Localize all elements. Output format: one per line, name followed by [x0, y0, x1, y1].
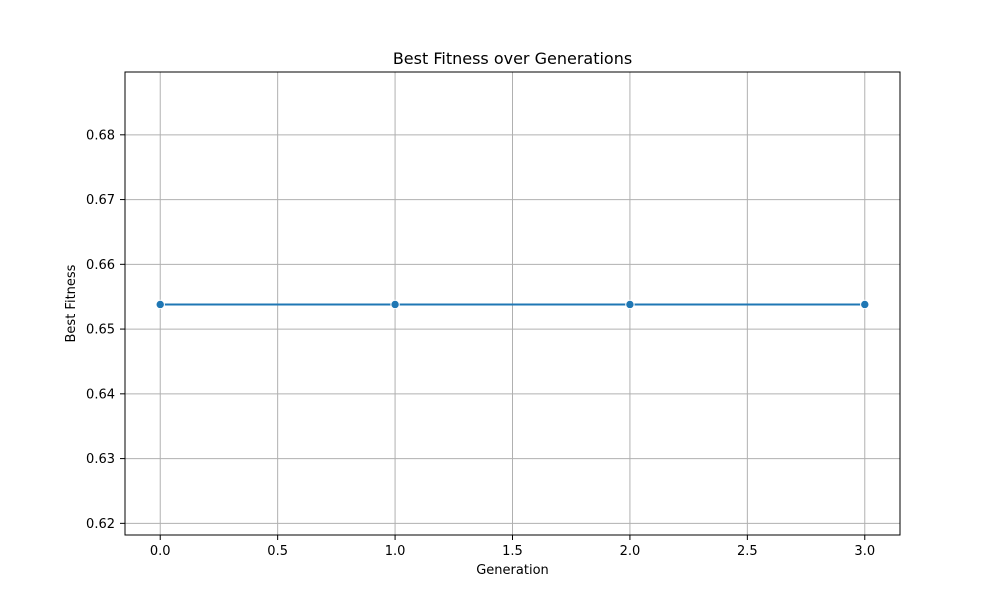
x-tick-label: 2.5: [737, 544, 758, 559]
y-tick-label: 0.66: [86, 258, 115, 273]
series-layer: [155, 299, 870, 310]
x-tick-label: 3.0: [854, 544, 875, 559]
x-axis-label: Generation: [476, 563, 549, 578]
data-point: [390, 299, 400, 310]
y-tick-label: 0.65: [86, 323, 115, 338]
x-tick-label: 0.5: [267, 544, 288, 559]
y-tick-label: 0.64: [86, 387, 115, 402]
plot-frame: [124, 71, 901, 536]
y-tick-label: 0.67: [86, 193, 115, 208]
y-axis-label: Best Fitness: [64, 264, 79, 342]
x-tick-label: 2.0: [620, 544, 641, 559]
y-tick-label: 0.62: [86, 517, 115, 532]
chart-title: Best Fitness over Generations: [393, 49, 632, 68]
y-tick-label: 0.63: [86, 452, 115, 467]
y-tick-label: 0.68: [86, 128, 115, 143]
axis-ticks: 0.0 0.5 1.0 1.5 2.0 2.5 3.0 0.62 0.63 0.64 0.65 0.6…: [86, 128, 875, 559]
data-point: [155, 299, 165, 310]
data-point: [860, 299, 870, 310]
x-tick-label: 1.0: [385, 544, 406, 559]
x-tick-label: 0.0: [150, 544, 171, 559]
x-tick-label: 1.5: [502, 544, 523, 559]
data-point: [625, 299, 635, 310]
